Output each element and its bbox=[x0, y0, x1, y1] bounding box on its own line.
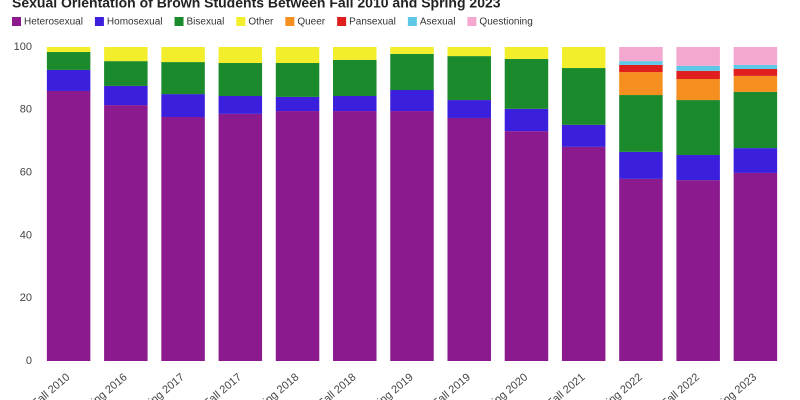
y-tick-label: 60 bbox=[20, 167, 32, 179]
x-tick-label: Spring 2016 bbox=[76, 371, 129, 400]
bar-segment bbox=[676, 180, 720, 361]
bar-segment bbox=[390, 111, 434, 361]
bar-segment bbox=[447, 47, 491, 57]
x-tick-label: Fall 2022 bbox=[660, 371, 702, 400]
bar-segment bbox=[561, 68, 606, 125]
bar-segment bbox=[619, 95, 663, 152]
bar-segment bbox=[676, 47, 720, 66]
bar-segment bbox=[275, 111, 320, 361]
y-tick-label: 40 bbox=[20, 229, 32, 241]
legend-swatch bbox=[337, 17, 347, 26]
legend-swatch bbox=[467, 17, 477, 26]
bar-segment bbox=[619, 72, 663, 96]
y-tick-label: 80 bbox=[20, 104, 32, 116]
bar-segment bbox=[561, 146, 606, 361]
chart-title: Sexual Orientation of Brown Students Bet… bbox=[12, 0, 501, 11]
bar-segment bbox=[161, 94, 205, 118]
bar-segment bbox=[676, 155, 720, 181]
x-tick-label: Spring 2023 bbox=[706, 371, 759, 400]
bar-segment bbox=[104, 85, 148, 106]
bar-segment bbox=[504, 108, 549, 132]
x-tick-label: Spring 2018 bbox=[248, 371, 301, 400]
legend-label: Bisexual bbox=[187, 17, 225, 28]
bar-segment bbox=[46, 52, 91, 70]
bar-segment bbox=[390, 90, 434, 112]
bar-segment bbox=[619, 64, 663, 73]
bar-segment bbox=[561, 47, 606, 69]
x-tick-label: Spring 2019 bbox=[363, 371, 416, 400]
bar-segment bbox=[104, 61, 148, 86]
legend-swatch bbox=[236, 17, 246, 26]
bar-segment bbox=[275, 96, 320, 112]
x-tick-label: Fall 2019 bbox=[431, 371, 473, 400]
legend-label: Heterosexual bbox=[24, 17, 83, 28]
bar-segment bbox=[333, 47, 377, 60]
legend-swatch bbox=[94, 17, 104, 26]
bar-segment bbox=[333, 111, 377, 361]
x-tick-label: Fall 2021 bbox=[545, 371, 587, 400]
bar-segment bbox=[447, 117, 491, 362]
x-tick-label: Fall 2018 bbox=[316, 371, 358, 400]
x-tick-label: Spring 2022 bbox=[592, 371, 645, 400]
bar-segment bbox=[333, 95, 377, 112]
bar-segment bbox=[218, 63, 263, 96]
bar-segment bbox=[733, 91, 778, 149]
legend-label: Queer bbox=[297, 17, 325, 28]
bar-segment bbox=[275, 47, 320, 64]
bar-segment bbox=[390, 47, 434, 54]
bar-segment bbox=[447, 100, 491, 118]
x-tick-label: Fall 2017 bbox=[202, 371, 244, 400]
legend-swatch bbox=[12, 17, 21, 26]
bar-segment bbox=[161, 47, 205, 63]
bar-segment bbox=[46, 69, 91, 91]
bar-segment bbox=[619, 47, 663, 62]
legend-label: Pansexual bbox=[349, 17, 396, 28]
legend-label: Other bbox=[248, 17, 274, 28]
bar-segment bbox=[733, 47, 778, 65]
y-tick-label: 100 bbox=[14, 41, 32, 53]
bar-segment bbox=[676, 79, 720, 101]
legend-swatch bbox=[285, 17, 295, 26]
bar-segment bbox=[619, 151, 663, 179]
bar-segment bbox=[504, 58, 549, 109]
legend-label: Questioning bbox=[479, 17, 532, 28]
bar-segment bbox=[104, 47, 148, 62]
bar-segment bbox=[676, 65, 720, 71]
y-tick-label: 0 bbox=[26, 355, 32, 367]
bar-segment bbox=[619, 178, 663, 361]
legend-label: Homosexual bbox=[107, 17, 163, 28]
x-tick-label: Fall 2010 bbox=[30, 371, 72, 400]
bar-segment bbox=[733, 68, 778, 76]
x-tick-label: Spring 2017 bbox=[134, 371, 187, 400]
legend-swatch bbox=[174, 17, 184, 26]
legend-swatch bbox=[407, 17, 417, 26]
bar-segment bbox=[733, 64, 778, 69]
bar-segment bbox=[218, 47, 263, 64]
x-tick-label: Spring 2020 bbox=[477, 371, 530, 400]
bar-segment bbox=[447, 56, 491, 101]
bar-segment bbox=[733, 148, 778, 173]
bar-segment bbox=[504, 131, 549, 361]
bar-segment bbox=[619, 61, 663, 65]
bar-segment bbox=[676, 70, 720, 80]
bar-segment bbox=[390, 53, 434, 91]
bar-segment bbox=[218, 95, 263, 114]
bar-segment bbox=[161, 62, 205, 95]
bar-segment bbox=[561, 124, 606, 147]
bar-segment bbox=[104, 105, 148, 361]
y-tick-label: 20 bbox=[20, 292, 32, 304]
bar-segment bbox=[218, 113, 263, 362]
bar-segment bbox=[46, 47, 91, 53]
bar-segment bbox=[275, 63, 320, 97]
legend-label: Asexual bbox=[420, 17, 456, 28]
bar-segment bbox=[504, 47, 549, 59]
bar-segment bbox=[161, 117, 205, 361]
bar-segment bbox=[733, 75, 778, 92]
bar-segment bbox=[676, 100, 720, 156]
bar-segment bbox=[733, 172, 778, 361]
bar-segment bbox=[46, 90, 91, 362]
bar-segment bbox=[333, 59, 377, 96]
